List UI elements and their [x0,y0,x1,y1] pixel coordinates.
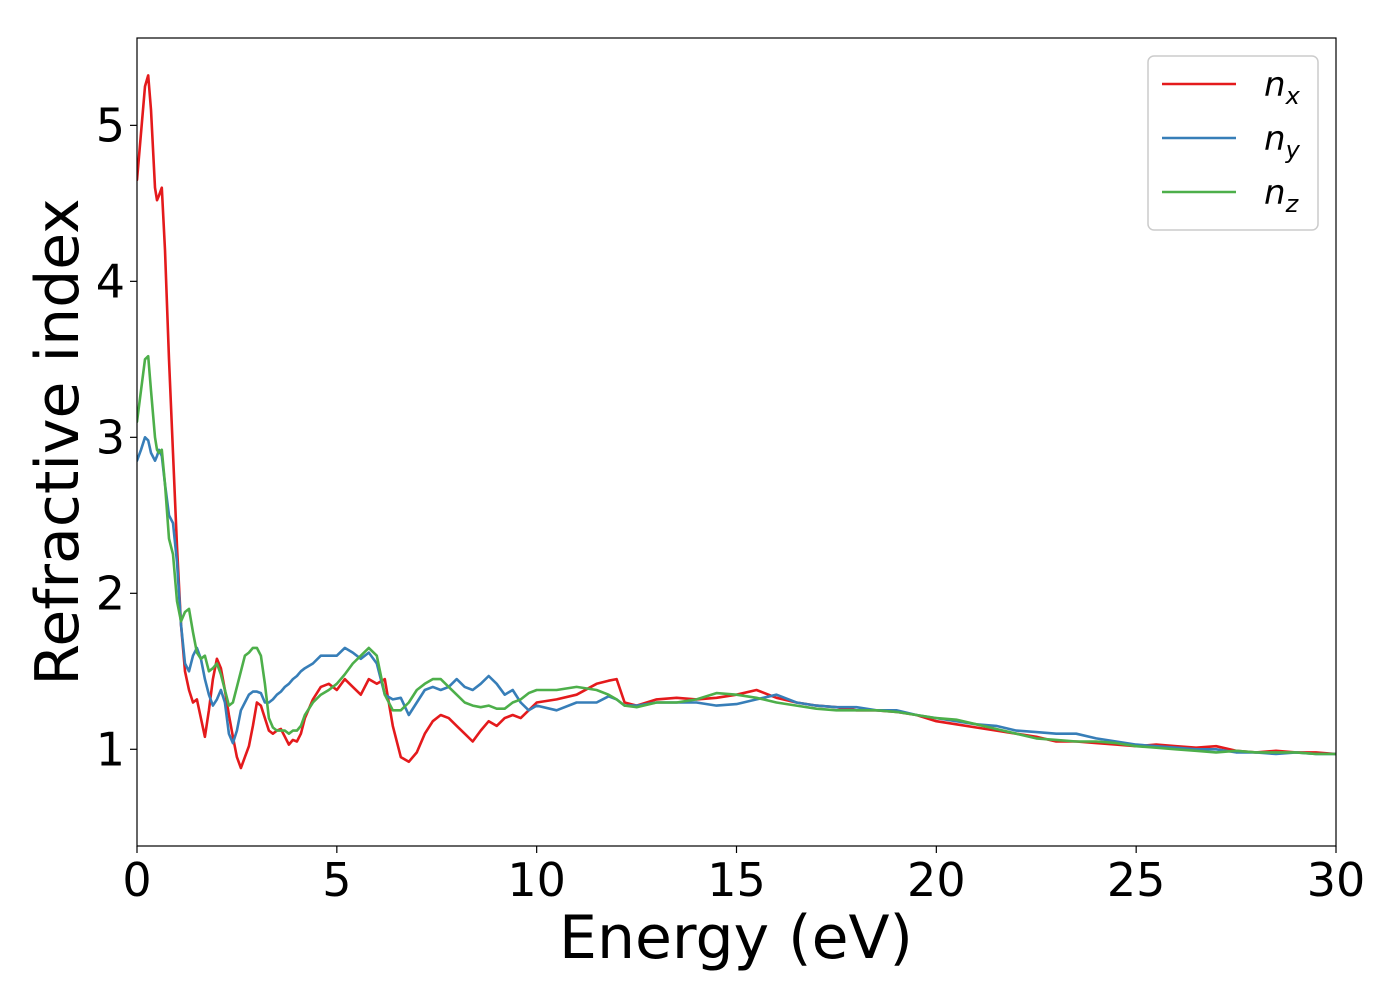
x-axis-label: Energy (eV) [559,903,913,973]
x-tick-label: 25 [1107,853,1166,907]
y-tick-label: 5 [96,98,125,152]
y-tick-label: 3 [96,410,125,464]
x-tick-label: 5 [322,853,351,907]
x-tick-label: 10 [507,853,566,907]
x-axis-ticks: 0 5 10 15 20 25 30 [122,846,1365,907]
series-line-nz [137,354,1336,756]
legend-label-nx: nx [1264,65,1301,110]
x-tick-label: 15 [707,853,766,907]
x-tick-label: 30 [1307,853,1366,907]
y-tick-label: 1 [96,722,125,776]
x-tick-label: 0 [122,853,151,907]
y-tick-label: 2 [96,566,125,620]
legend-label-nz: nz [1264,173,1300,218]
y-tick-label: 4 [96,254,125,308]
y-axis-ticks: 1 2 3 4 5 [96,98,137,776]
legend-label-ny: ny [1264,119,1301,164]
legend: nx ny nz [1147,55,1319,231]
plot-area [137,38,1336,846]
series-layer [137,74,1336,770]
x-tick-label: 20 [907,853,966,907]
series-line-nx [137,74,1336,770]
legend-frame [1147,55,1319,231]
y-axis-label: Refractive index [23,198,93,685]
